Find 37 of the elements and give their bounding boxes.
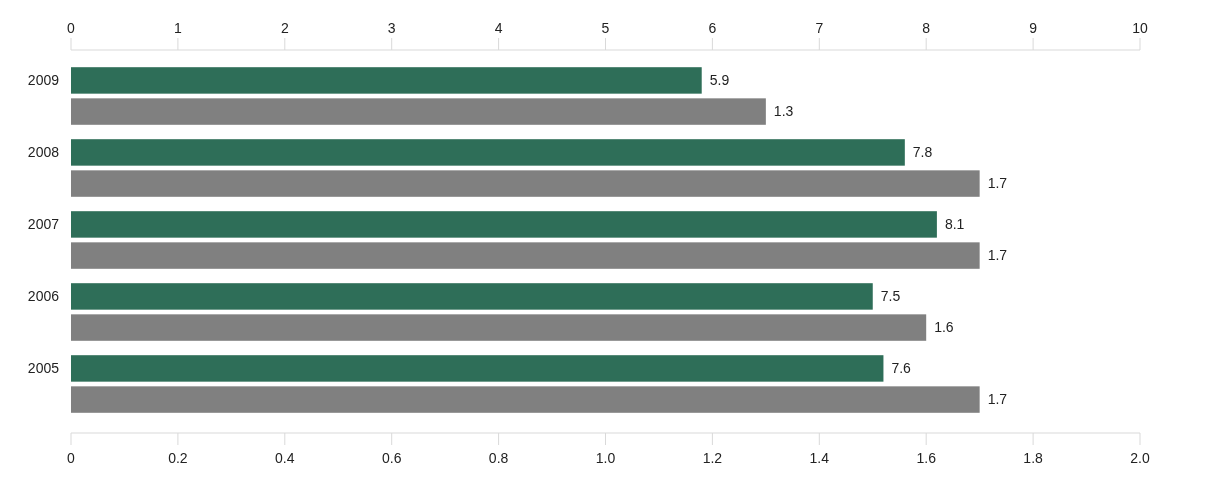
data-label: 8.1 — [944, 216, 965, 233]
data-label: 7.8 — [912, 144, 933, 161]
data-label: 7.5 — [880, 288, 901, 305]
y-tick-label: 2005 — [27, 360, 60, 377]
x2-tick-label: 10 — [1132, 20, 1148, 36]
x-tick-label: 0.8 — [488, 450, 509, 466]
x-tick-label: 0 — [67, 450, 76, 466]
x-tick-label: 1.2 — [702, 450, 723, 466]
data-label: 1.7 — [987, 175, 1008, 192]
x-tick-label: 0.4 — [275, 450, 295, 466]
x2-tick-label: 5 — [601, 20, 610, 36]
x-tick-label: 1.4 — [809, 450, 830, 466]
x-tick-label: 1.0 — [595, 450, 616, 466]
x-tick-label: 1.6 — [916, 450, 937, 466]
x-tick-label: 0.2 — [168, 450, 188, 466]
data-label: 1.7 — [987, 391, 1008, 408]
data-label: 1.7 — [987, 247, 1008, 264]
data-label: 5.9 — [709, 72, 730, 89]
data-label: 1.3 — [773, 103, 794, 120]
x-tick-label: 2.0 — [1130, 450, 1150, 466]
x2-tick-label: 0 — [67, 20, 76, 36]
y-tick-label: 2009 — [27, 72, 60, 89]
data-label: 1.6 — [934, 319, 954, 336]
data-label: 7.6 — [891, 360, 912, 377]
x2-tick-label: 6 — [708, 20, 717, 36]
x2-tick-label: 8 — [922, 20, 931, 36]
x2-tick-label: 9 — [1029, 20, 1038, 36]
x2-tick-label: 3 — [387, 20, 396, 36]
x2-tick-label: 2 — [280, 20, 289, 36]
x2-tick-label: 4 — [494, 20, 503, 36]
x2-tick-label: 7 — [815, 20, 824, 36]
y-tick-label: 2007 — [27, 216, 60, 233]
x2-tick-label: 1 — [174, 20, 182, 36]
y-tick-label: 2006 — [27, 288, 60, 305]
y-tick-label: 2008 — [27, 144, 60, 161]
x-tick-label: 1.8 — [1023, 450, 1044, 466]
x-tick-label: 0.6 — [381, 450, 402, 466]
